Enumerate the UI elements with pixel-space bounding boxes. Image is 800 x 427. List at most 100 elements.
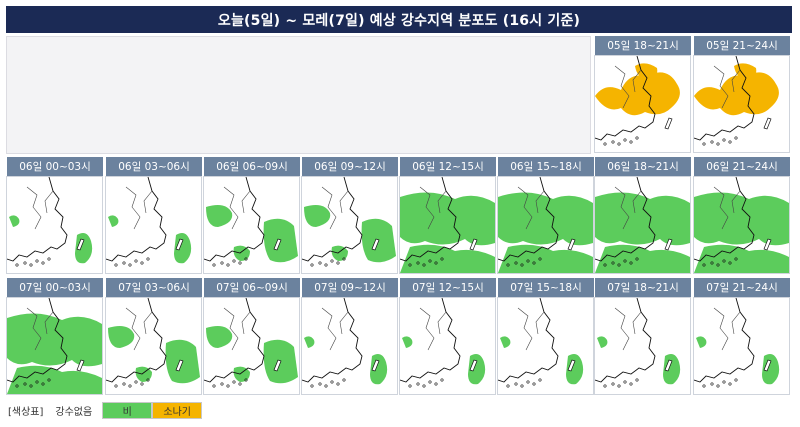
forecast-panel[interactable]: 07일 15~18시 bbox=[497, 278, 594, 395]
island bbox=[538, 378, 542, 382]
precip-area bbox=[498, 244, 593, 273]
region-boundary bbox=[517, 186, 545, 230]
forecast-panel[interactable]: 06일 09~12시 bbox=[301, 157, 398, 274]
legend-shower-swatch: 소나기 bbox=[152, 401, 203, 419]
island bbox=[35, 380, 39, 384]
forecast-panel[interactable]: 06일 21~24시 bbox=[693, 157, 790, 274]
island bbox=[318, 382, 322, 386]
island bbox=[611, 261, 615, 265]
coastline bbox=[302, 177, 363, 262]
precip-area bbox=[206, 205, 233, 227]
precip-map bbox=[301, 176, 398, 274]
map-svg bbox=[498, 177, 593, 273]
island bbox=[273, 238, 282, 251]
island bbox=[122, 261, 126, 265]
island bbox=[728, 261, 732, 265]
precip-area bbox=[595, 244, 690, 273]
forecast-panel[interactable]: 07일 03~06시 bbox=[105, 278, 202, 395]
precip-area bbox=[694, 192, 789, 246]
precip-area bbox=[7, 365, 102, 394]
island bbox=[603, 384, 607, 388]
panel-time-label: 07일 09~12시 bbox=[301, 278, 398, 297]
forecast-panel[interactable]: 07일 12~15시 bbox=[399, 278, 496, 395]
island bbox=[408, 263, 412, 267]
island bbox=[763, 238, 772, 251]
precip-map bbox=[301, 297, 398, 395]
island bbox=[371, 359, 380, 372]
region-boundary bbox=[321, 186, 349, 230]
forecast-panel[interactable]: 07일 06~09시 bbox=[203, 278, 300, 395]
island bbox=[629, 261, 633, 265]
precip-map bbox=[203, 176, 300, 274]
island bbox=[506, 384, 510, 388]
island bbox=[232, 380, 236, 384]
island bbox=[617, 142, 621, 146]
map-svg bbox=[204, 298, 298, 388]
island bbox=[114, 263, 118, 267]
panel-time-label: 07일 18~21시 bbox=[594, 278, 691, 297]
island bbox=[47, 257, 51, 261]
precip-map bbox=[105, 297, 202, 395]
coastline bbox=[106, 298, 167, 383]
island bbox=[520, 263, 524, 267]
island bbox=[342, 378, 346, 382]
legend-title: [색상표] bbox=[8, 406, 44, 418]
forecast-panel[interactable]: 07일 21~24시 bbox=[693, 278, 790, 395]
region-boundary bbox=[125, 307, 153, 351]
forecast-panel[interactable]: 06일 12~15시 bbox=[399, 157, 496, 274]
precip-map bbox=[497, 176, 594, 274]
island bbox=[273, 359, 282, 372]
forecast-panel[interactable]: 05일 21~24시 bbox=[693, 36, 790, 153]
island bbox=[41, 261, 45, 265]
island bbox=[514, 382, 518, 386]
island bbox=[611, 382, 615, 386]
precip-area bbox=[538, 224, 556, 239]
forecast-panel[interactable]: 06일 00~03시 bbox=[6, 157, 103, 274]
precip-map bbox=[105, 176, 202, 274]
precip-area bbox=[498, 192, 593, 246]
precip-area bbox=[206, 326, 233, 348]
island bbox=[664, 359, 673, 372]
precip-map bbox=[6, 176, 103, 274]
forecast-panel[interactable]: 07일 18~21시 bbox=[594, 278, 691, 395]
island bbox=[310, 384, 314, 388]
precip-area bbox=[370, 354, 388, 385]
island bbox=[212, 263, 216, 267]
island bbox=[140, 382, 144, 386]
island bbox=[416, 382, 420, 386]
forecast-panel[interactable]: 07일 00~03시 bbox=[6, 278, 103, 395]
map-svg bbox=[694, 298, 780, 388]
region-boundary bbox=[321, 307, 349, 351]
island bbox=[734, 257, 738, 261]
island bbox=[140, 261, 144, 265]
coastline bbox=[595, 298, 656, 383]
island bbox=[76, 238, 85, 251]
island bbox=[629, 140, 633, 144]
island bbox=[526, 259, 530, 263]
map-svg bbox=[595, 177, 690, 273]
coastline bbox=[694, 298, 755, 383]
map-svg bbox=[595, 298, 681, 388]
forecast-panel[interactable]: 06일 18~21시 bbox=[594, 157, 691, 274]
island bbox=[342, 257, 346, 261]
forecast-panel[interactable]: 06일 06~09시 bbox=[203, 157, 300, 274]
panel-time-label: 05일 18~21시 bbox=[594, 36, 691, 55]
map-svg bbox=[7, 177, 93, 267]
precip-area bbox=[694, 72, 779, 116]
region-boundary bbox=[713, 307, 741, 351]
legend: [색상표] 강수없음 비 소나기 bbox=[8, 400, 203, 420]
island bbox=[422, 384, 426, 388]
region-boundary bbox=[419, 307, 447, 351]
island bbox=[763, 359, 772, 372]
island bbox=[603, 142, 607, 146]
forecast-panel[interactable]: 06일 15~18시 bbox=[497, 157, 594, 274]
panel-time-label: 07일 06~09시 bbox=[203, 278, 300, 297]
precip-area bbox=[400, 244, 495, 273]
panel-time-label: 06일 09~12시 bbox=[301, 157, 398, 176]
forecast-panel[interactable]: 06일 03~06시 bbox=[105, 157, 202, 274]
forecast-panel[interactable]: 07일 09~12시 bbox=[301, 278, 398, 395]
precip-area bbox=[108, 215, 119, 227]
map-svg bbox=[694, 56, 779, 146]
island bbox=[716, 263, 720, 267]
forecast-panel[interactable]: 05일 18~21시 bbox=[594, 36, 691, 153]
